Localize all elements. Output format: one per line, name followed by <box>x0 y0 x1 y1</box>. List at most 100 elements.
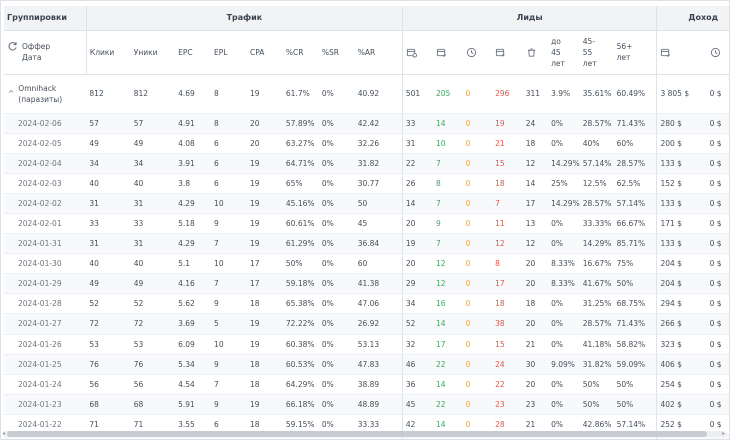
epc-cell: 4.54 <box>175 374 212 395</box>
table-row[interactable]: 2024-01-31 31 31 4.29 7 19 61.29% 0% 36.84 19 7 0 12… <box>4 233 729 255</box>
date-cell: 2024-02-05 <box>4 133 87 154</box>
table-row[interactable]: 2024-01-29 49 49 4.16 7 17 59.18% 0% 41.38 29 12 0 1… <box>4 273 729 295</box>
table-row[interactable]: 2024-01-28 52 52 5.62 9 18 65.38% 0% 47.06 34 16 0 1… <box>4 293 729 315</box>
date-cell: 2024-01-28 <box>4 293 87 315</box>
date-header[interactable]: Дата <box>22 53 42 62</box>
age-under-45-header[interactable]: до 45 лет <box>548 30 580 75</box>
leads-trash-cell: 12 <box>522 233 549 255</box>
leads-hold-cell: 0 <box>462 233 493 255</box>
income-hold-cell: 0 $ <box>706 173 729 194</box>
clicks-cell: 76 <box>86 354 131 375</box>
age-56-plus-cell: 60.49% <box>613 74 657 114</box>
clock-icon <box>710 47 720 57</box>
income-total-header[interactable] <box>656 30 707 75</box>
age-under-45-cell: 0% <box>548 374 580 395</box>
uniques-cell: 68 <box>130 394 176 415</box>
epc-cell: 3.8 <box>175 173 212 194</box>
leads-total-cell: 31 <box>401 133 433 154</box>
table-row[interactable]: 2024-01-23 68 68 5.91 9 19 66.18% 0% 48.89 45 22 0 2… <box>4 394 729 415</box>
clicks-cell: 40 <box>86 173 131 194</box>
leads-approved-cell: 7 <box>432 193 463 214</box>
cpa-cell: 20 <box>246 133 283 154</box>
cpa-cell: 19 <box>246 213 283 235</box>
leads-trash-cell: 18 <box>522 293 549 315</box>
uniques-header[interactable]: Уники <box>130 30 176 75</box>
table-row[interactable]: 2024-02-02 31 31 4.29 10 19 45.16% 0% 50 14 7 0 7 17 1… <box>4 193 729 214</box>
age-under-45-cell: 3.9% <box>548 74 580 114</box>
epc-cell: 4.29 <box>175 233 212 255</box>
ar-cell: 47.06 <box>354 293 403 315</box>
epc-cell: 4.91 <box>175 113 212 134</box>
age-56-plus-cell: 60% <box>613 133 657 154</box>
ar-cell: 53.13 <box>354 334 403 355</box>
ar-header[interactable]: %AR <box>354 30 403 75</box>
group-header-row: Группировки Трафик Лиды Доход <box>4 6 729 31</box>
leads-trash-header[interactable] <box>522 30 549 75</box>
leads-approved-cell: 10 <box>432 133 463 154</box>
table-row[interactable]: 2024-02-03 40 40 3.8 6 19 65% 0% 30.77 26 8 0 18 14 25… <box>4 173 729 194</box>
table-row[interactable]: 2024-01-27 72 72 3.69 5 19 72.22% 0% 26.92 52 14 0 3… <box>4 313 729 335</box>
ar-cell: 45 <box>354 213 403 235</box>
leads-approved-header[interactable] <box>432 30 463 75</box>
offer-date-header: Оффер Дата <box>4 30 87 75</box>
age-45-55-cell: 16.67% <box>579 253 614 275</box>
ar-cell: 42.42 <box>354 113 403 134</box>
table-row[interactable]: 2024-01-30 40 40 5.1 10 17 50% 0% 60 20 12 0 8 20 8.33… <box>4 253 729 275</box>
age-under-45-cell: 8.33% <box>548 273 580 295</box>
refresh-icon[interactable] <box>7 41 18 52</box>
date-cell: 2024-02-06 <box>4 113 87 134</box>
table-row[interactable]: 2024-01-26 53 53 6.09 10 19 60.38% 0% 53.13 32 17 0… <box>4 334 729 355</box>
leads-rejected-cell: 19 <box>492 113 523 134</box>
epc-cell: 4.16 <box>175 273 212 295</box>
leads-hold-cell: 0 <box>462 374 493 395</box>
chevron-up-icon[interactable]: ^ <box>8 88 15 98</box>
leads-total-cell: 29 <box>401 273 433 295</box>
scrollbar-thumb[interactable] <box>7 431 707 437</box>
table-row[interactable]: ^Omnihack (паразиты) 812 812 4.69 8 19 61.7% 0% 4… <box>4 74 729 114</box>
sr-cell: 0% <box>318 173 355 194</box>
leads-approved-cell: 8 <box>432 173 463 194</box>
offer-header[interactable]: Оффер <box>22 42 51 51</box>
income-hold-header[interactable] <box>706 30 729 75</box>
table-row[interactable]: 2024-01-22 71 71 3.55 6 18 59.15% 0% 33.33 42 14 0 2… <box>4 414 729 436</box>
leads-total-header[interactable] <box>401 30 433 75</box>
epc-cell: 3.91 <box>175 153 212 174</box>
date-cell: 2024-01-31 <box>4 233 87 255</box>
leads-hold-header[interactable] <box>462 30 493 75</box>
leads-approved-cell: 7 <box>432 233 463 255</box>
leads-rejected-header[interactable] <box>492 30 523 75</box>
scroll-right-icon[interactable]: ▸ <box>722 430 726 437</box>
cr-cell: 61.7% <box>282 74 319 114</box>
epc-header[interactable]: EPC <box>175 30 212 75</box>
offer-name[interactable]: Omnihack <box>18 83 57 93</box>
table-row[interactable]: 2024-02-01 33 33 5.18 9 19 60.61% 0% 45 20 9 0 11 13 0… <box>4 213 729 235</box>
clicks-cell: 53 <box>86 334 131 355</box>
cr-cell: 65% <box>282 173 319 194</box>
table-row[interactable]: 2024-02-04 34 34 3.91 6 19 64.71% 0% 31.82 22 7 0 15… <box>4 153 729 174</box>
income-total-cell: 204 $ <box>656 253 707 275</box>
clicks-header[interactable]: Клики <box>85 30 131 75</box>
age-45-55-header[interactable]: 45- 55 лет <box>579 30 614 75</box>
date-cell: 2024-01-29 <box>4 273 87 295</box>
sr-header[interactable]: %SR <box>318 30 355 75</box>
income-total-cell: 266 $ <box>656 313 707 335</box>
leads-hold-cell: 0 <box>462 213 493 235</box>
scroll-left-icon[interactable]: ◂ <box>2 430 6 437</box>
cr-header[interactable]: %CR <box>282 30 319 75</box>
sr-cell: 0% <box>318 253 355 275</box>
clicks-cell: 33 <box>86 213 131 235</box>
uniques-cell: 56 <box>130 374 176 395</box>
age-56-plus-header[interactable]: 56+ лет <box>613 30 657 75</box>
epl-header[interactable]: EPL <box>211 30 247 75</box>
uniques-cell: 72 <box>130 313 176 335</box>
cpa-header[interactable]: CPA <box>246 30 283 75</box>
table-row[interactable]: 2024-01-25 76 76 5.34 9 18 60.53% 0% 47.83 46 22 0 2… <box>4 354 729 375</box>
table-row[interactable]: 2024-02-06 57 57 4.91 8 20 57.89% 0% 42.42 33 14 0 1… <box>4 113 729 134</box>
table-body: ^Omnihack (паразиты) 812 812 4.69 8 19 61.7% 0% 4… <box>4 74 729 439</box>
table-row[interactable]: 2024-02-05 49 49 4.08 6 20 63.27% 0% 32.26 31 10 0 2… <box>4 133 729 154</box>
cr-cell: 60.53% <box>282 354 319 375</box>
epl-cell: 7 <box>211 374 247 395</box>
table-row[interactable]: 2024-01-24 56 56 4.54 7 18 64.29% 0% 38.89 36 14 0 2… <box>4 374 729 395</box>
leads-trash-cell: 24 <box>522 113 549 134</box>
uniques-cell: 34 <box>130 153 176 174</box>
